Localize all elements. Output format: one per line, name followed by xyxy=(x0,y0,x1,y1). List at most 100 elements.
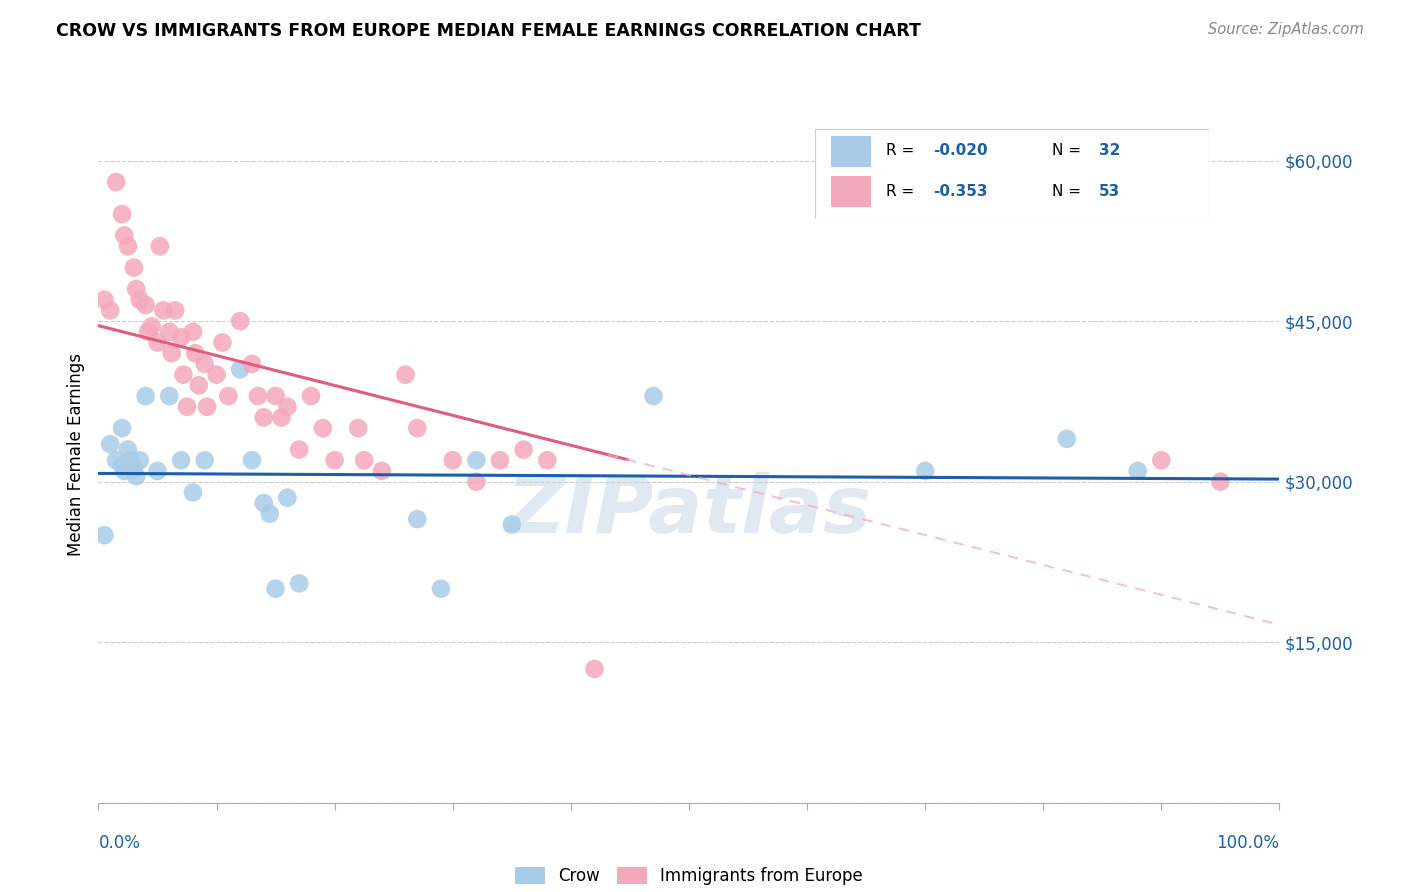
Point xyxy=(536,453,558,467)
Point xyxy=(111,458,134,473)
Point xyxy=(489,453,512,467)
Point xyxy=(229,314,252,328)
Bar xyxy=(831,176,870,207)
Point xyxy=(122,260,145,275)
Point xyxy=(512,442,534,457)
Point xyxy=(112,228,135,243)
Point xyxy=(146,464,169,478)
Point xyxy=(128,453,150,467)
Point xyxy=(112,464,135,478)
Point xyxy=(299,389,322,403)
Point xyxy=(187,378,209,392)
Point xyxy=(135,389,157,403)
Bar xyxy=(831,136,870,167)
Point xyxy=(1126,464,1149,478)
Point xyxy=(160,346,183,360)
Point xyxy=(146,335,169,350)
Point xyxy=(105,453,128,467)
Text: R =: R = xyxy=(886,144,920,158)
Point xyxy=(135,298,157,312)
Point xyxy=(371,464,394,478)
Point xyxy=(441,453,464,467)
Point xyxy=(93,528,115,542)
Point xyxy=(194,357,217,371)
Point xyxy=(141,319,163,334)
Point xyxy=(195,400,218,414)
Point xyxy=(1209,475,1232,489)
Point xyxy=(181,325,204,339)
Point xyxy=(176,400,198,414)
Point xyxy=(259,507,281,521)
Text: 53: 53 xyxy=(1099,185,1121,199)
Point xyxy=(152,303,174,318)
Point xyxy=(120,453,142,467)
Point xyxy=(149,239,172,253)
Text: R =: R = xyxy=(886,185,920,199)
Point xyxy=(430,582,453,596)
Point xyxy=(253,496,276,510)
Text: 100.0%: 100.0% xyxy=(1216,834,1279,852)
Text: N =: N = xyxy=(1052,144,1085,158)
Point xyxy=(288,576,311,591)
Point xyxy=(105,175,128,189)
Point xyxy=(117,239,139,253)
Point xyxy=(125,469,148,483)
Point xyxy=(229,362,252,376)
Text: Source: ZipAtlas.com: Source: ZipAtlas.com xyxy=(1208,22,1364,37)
Point xyxy=(1150,453,1173,467)
Point xyxy=(276,400,298,414)
Point xyxy=(128,293,150,307)
Point xyxy=(184,346,207,360)
Text: 0.0%: 0.0% xyxy=(98,834,141,852)
Point xyxy=(583,662,606,676)
Point xyxy=(157,325,180,339)
Point xyxy=(347,421,370,435)
Point xyxy=(465,475,488,489)
Point xyxy=(205,368,228,382)
Point xyxy=(111,421,134,435)
Y-axis label: Median Female Earnings: Median Female Earnings xyxy=(67,353,86,557)
Point xyxy=(270,410,292,425)
Point xyxy=(501,517,523,532)
Point xyxy=(111,207,134,221)
Point xyxy=(165,303,187,318)
Point xyxy=(312,421,335,435)
Point xyxy=(136,325,159,339)
Point xyxy=(276,491,298,505)
Point xyxy=(117,442,139,457)
Point xyxy=(643,389,665,403)
Text: CROW VS IMMIGRANTS FROM EUROPE MEDIAN FEMALE EARNINGS CORRELATION CHART: CROW VS IMMIGRANTS FROM EUROPE MEDIAN FE… xyxy=(56,22,921,40)
Point xyxy=(353,453,375,467)
Legend: Crow, Immigrants from Europe: Crow, Immigrants from Europe xyxy=(515,867,863,885)
Point xyxy=(170,330,193,344)
Point xyxy=(98,437,121,451)
Point xyxy=(406,512,429,526)
Point xyxy=(211,335,233,350)
Point xyxy=(217,389,239,403)
Text: ZIPatlas: ZIPatlas xyxy=(506,472,872,549)
Point xyxy=(157,389,180,403)
Text: N =: N = xyxy=(1052,185,1085,199)
Point xyxy=(264,389,287,403)
Point xyxy=(98,303,121,318)
Point xyxy=(172,368,194,382)
Point xyxy=(240,357,263,371)
Point xyxy=(323,453,346,467)
Point xyxy=(246,389,269,403)
Point xyxy=(1056,432,1078,446)
FancyBboxPatch shape xyxy=(815,129,1209,219)
Point xyxy=(181,485,204,500)
Point xyxy=(170,453,193,467)
Text: -0.353: -0.353 xyxy=(934,185,988,199)
Text: 32: 32 xyxy=(1099,144,1121,158)
Point xyxy=(394,368,416,382)
Point xyxy=(406,421,429,435)
Point xyxy=(240,453,263,467)
Text: -0.020: -0.020 xyxy=(934,144,988,158)
Point xyxy=(264,582,287,596)
Point xyxy=(122,462,145,476)
Point xyxy=(93,293,115,307)
Point xyxy=(465,453,488,467)
Point xyxy=(288,442,311,457)
Point xyxy=(125,282,148,296)
